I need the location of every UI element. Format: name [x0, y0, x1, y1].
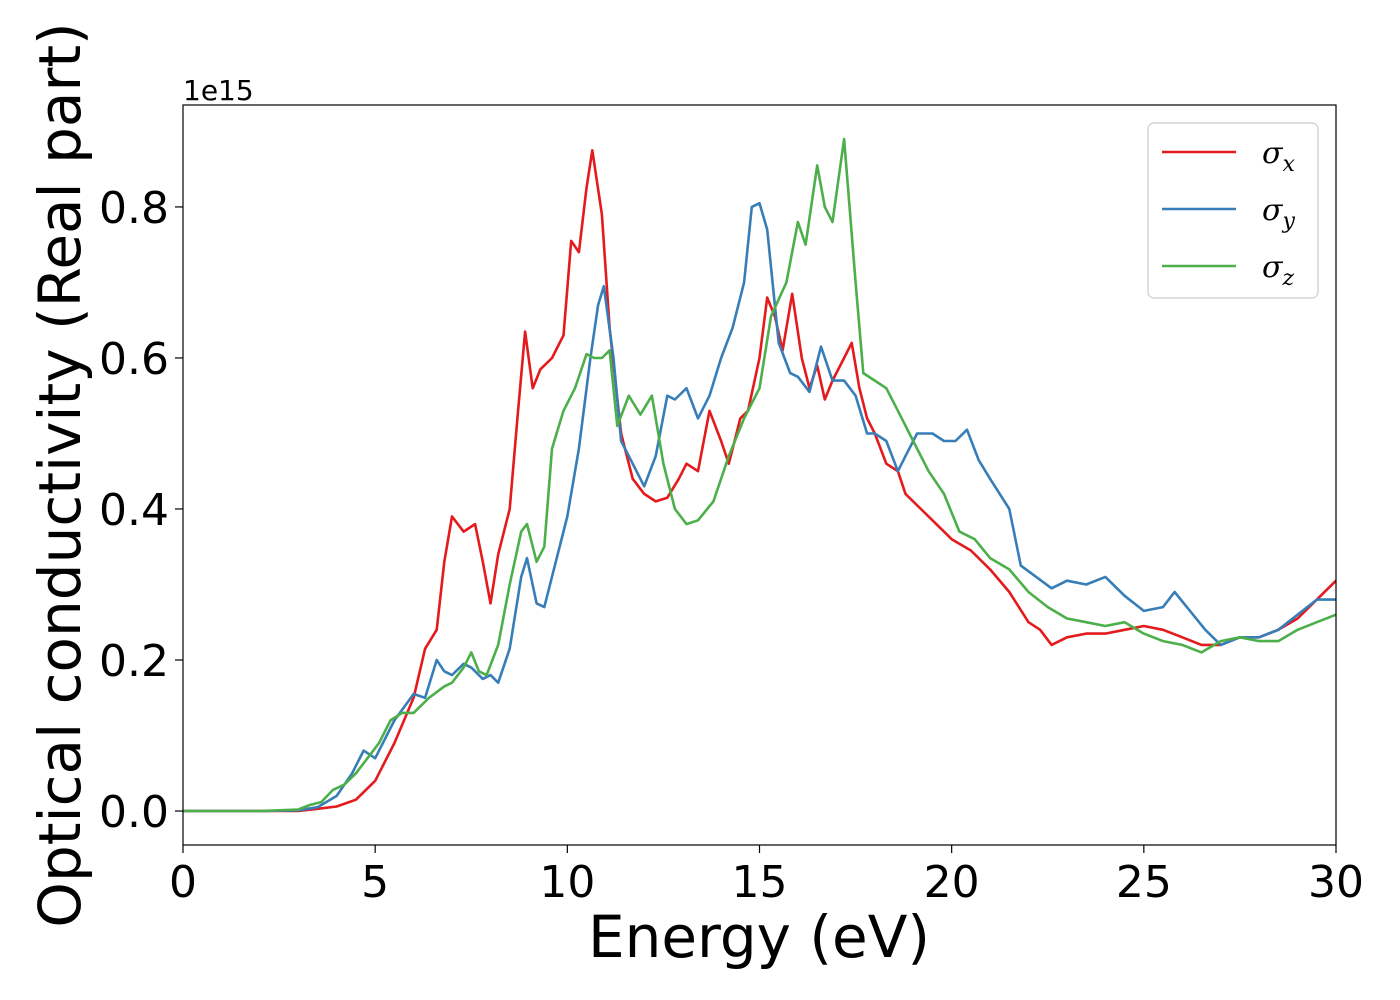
series-line-z	[183, 137, 1337, 813]
y-offset-text: 1e15	[183, 74, 254, 107]
x-tick-label: 30	[1308, 857, 1364, 908]
x-axis-label: Energy (eV)	[588, 903, 930, 971]
y-tick-label: 0.2	[99, 636, 169, 687]
x-tick-label: 10	[539, 857, 595, 908]
legend-box	[1147, 122, 1319, 299]
x-tick-label: 25	[1116, 857, 1172, 908]
x-tick-label: 5	[361, 857, 389, 908]
y-tick-label: 0.6	[99, 334, 169, 385]
x-tick-label: 20	[924, 857, 980, 908]
y-axis-label: Optical conductivity (Real part)	[26, 22, 94, 927]
y-axis: 0.0 0.2 0.4 0.6 0.8	[99, 183, 183, 838]
x-tick-label: 0	[169, 857, 197, 908]
x-tick-label: 15	[732, 857, 788, 908]
plot-area	[183, 137, 1337, 813]
series-line-x	[183, 149, 1337, 813]
y-tick-label: 0.4	[99, 485, 169, 536]
y-tick-label: 0.8	[99, 183, 169, 234]
y-tick-label: 0.0	[99, 787, 169, 838]
legend-label-y: σy	[1262, 193, 1295, 234]
x-axis: 0 5 10 15 20 25 30	[169, 845, 1364, 908]
legend-label-x: σx	[1262, 136, 1295, 177]
